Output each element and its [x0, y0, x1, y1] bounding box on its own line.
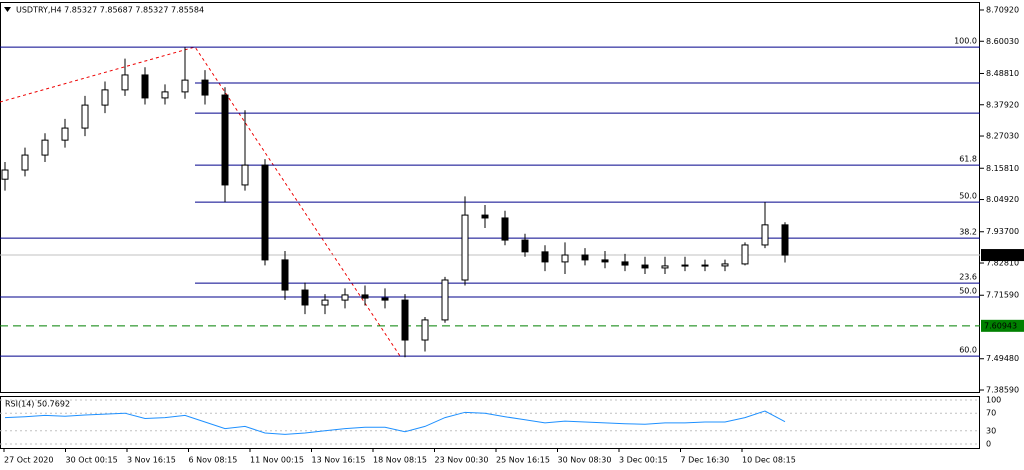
candle-body [541, 251, 549, 263]
level-label: 50.0 [959, 286, 977, 295]
candle-body [61, 127, 69, 141]
level-label: 60.0 [959, 346, 977, 355]
rsi-line [4, 410, 786, 435]
candle-body [201, 79, 209, 96]
x-tick-label: 6 Nov 08:15 [189, 456, 238, 465]
candle-body [1, 169, 9, 180]
candle-body [461, 214, 469, 281]
x-tick-label: 23 Nov 00:30 [435, 456, 489, 465]
candle-body [421, 319, 429, 341]
collapse-icon [4, 7, 11, 12]
y-tick-label: 7.71590 [986, 291, 1019, 300]
candle-body [301, 289, 309, 306]
y-tick-label: 8.04920 [986, 195, 1019, 204]
rsi-tick-label: 70 [986, 409, 996, 418]
level-label: 61.8 [959, 155, 977, 164]
candle-body [381, 297, 389, 301]
candle-body [361, 294, 369, 299]
candle-body [321, 299, 329, 306]
alert-price-label: 7.60943 [984, 321, 1017, 330]
candle-body [741, 244, 749, 265]
current-price-box [981, 249, 1024, 262]
candle-body [581, 254, 589, 261]
x-tick-label: 27 Oct 2020 [4, 456, 53, 465]
main-frame [0, 2, 980, 393]
y-tick-label: 8.27030 [986, 132, 1019, 141]
candle-body [101, 89, 109, 106]
x-tick-label: 25 Nov 16:15 [496, 456, 550, 465]
candle-body [41, 139, 49, 156]
y-tick-label: 8.37920 [986, 100, 1019, 109]
rsi-frame [0, 396, 980, 449]
rsi-tick-label: 0 [986, 440, 991, 449]
alert-price-box [981, 319, 1024, 332]
y-tick-label: 7.38590 [986, 386, 1019, 395]
candle-body [681, 264, 689, 267]
candle-body [621, 261, 629, 266]
candle-body [521, 239, 529, 253]
chart-title: USDTRY,H4 7.85327 7.85687 7.85327 7.8558… [16, 6, 204, 15]
candle-body [641, 264, 649, 269]
y-tick-label: 7.49480 [986, 354, 1019, 363]
x-tick-label: 18 Nov 08:15 [373, 456, 427, 465]
candle-body [441, 279, 449, 321]
x-tick-label: 13 Nov 16:15 [312, 456, 366, 465]
candle-body [21, 154, 29, 171]
y-tick-label: 7.82810 [986, 259, 1019, 268]
candle-body [281, 259, 289, 291]
candle-body [341, 294, 349, 301]
x-tick-label: 30 Nov 08:30 [558, 456, 612, 465]
y-tick-label: 8.15810 [986, 164, 1019, 173]
x-tick-label: 10 Dec 08:15 [742, 456, 796, 465]
candle-body [501, 217, 509, 241]
x-tick-label: 7 Dec 16:30 [681, 456, 730, 465]
level-label: 100.0 [954, 37, 977, 46]
candle-body [121, 74, 129, 91]
current-price-label: 7.85584 [984, 251, 1017, 260]
x-tick-label: 11 Nov 00:15 [250, 456, 304, 465]
candle-body [141, 74, 149, 99]
candle-body [81, 104, 89, 129]
candle-body [721, 263, 729, 267]
candle-body [761, 224, 769, 246]
level-label: 23.6 [959, 273, 977, 282]
x-tick-label: 3 Nov 16:15 [127, 456, 176, 465]
candle-body [561, 254, 569, 263]
candle-body [661, 265, 669, 269]
candle-body [161, 91, 169, 99]
candle-body [481, 214, 489, 219]
candle-body [701, 264, 709, 267]
candle-body [241, 164, 249, 186]
level-label: 38.2 [959, 228, 977, 237]
x-tick-label: 3 Dec 00:15 [619, 456, 668, 465]
y-tick-label: 8.48810 [986, 69, 1019, 78]
y-tick-label: 7.93700 [986, 227, 1019, 236]
candle-body [221, 94, 229, 186]
y-tick-label: 8.60030 [986, 37, 1019, 46]
x-tick-label: 30 Oct 00:15 [66, 456, 118, 465]
level-label: 50.0 [959, 192, 977, 201]
y-tick-label: 8.70920 [986, 5, 1019, 14]
candle-body [181, 79, 189, 93]
candle-body [601, 259, 609, 263]
candle-body [401, 299, 409, 341]
candle-body [781, 224, 789, 256]
candle-body [261, 164, 269, 261]
rsi-tick-label: 30 [986, 426, 996, 435]
rsi-tick-label: 100 [986, 396, 1001, 405]
zigzag [0, 46, 401, 357]
rsi-title: RSI(14) 50.7692 [5, 400, 70, 409]
